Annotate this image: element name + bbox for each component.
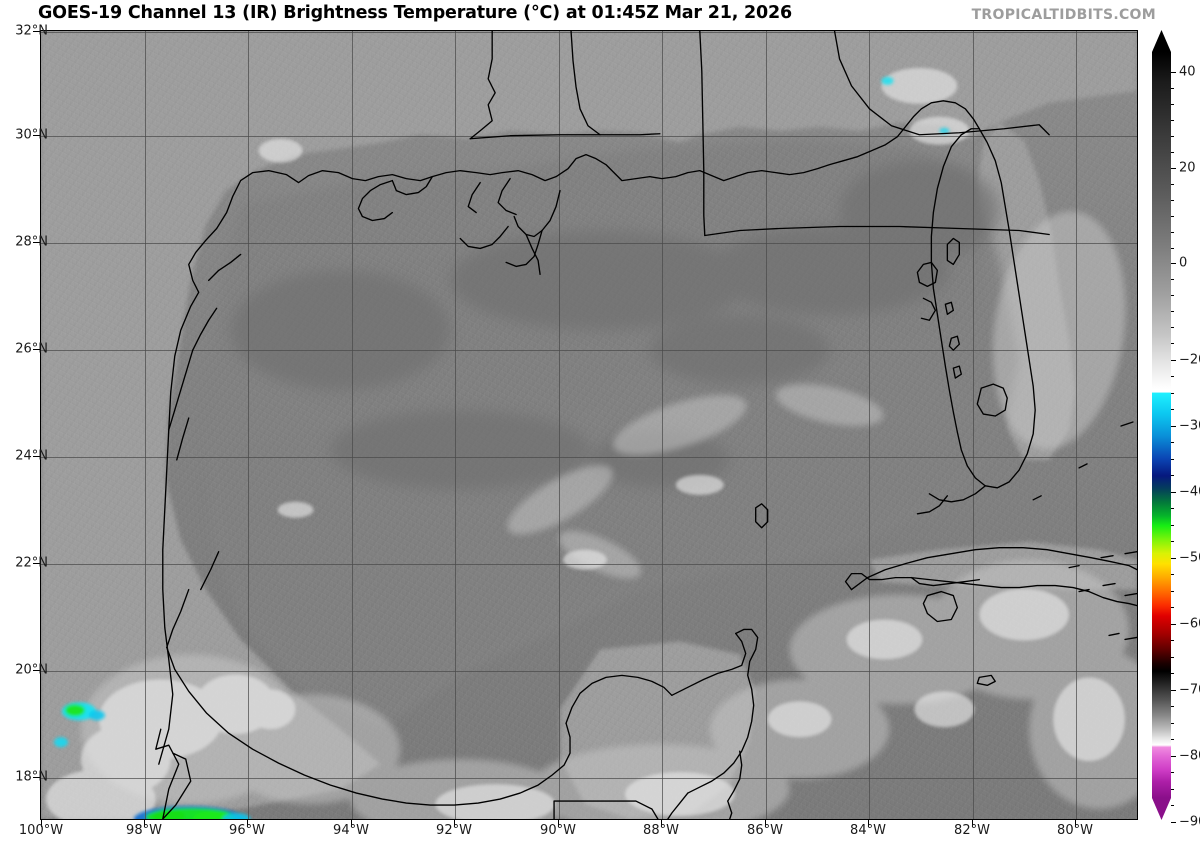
colorbar-label-minus40: −40 <box>1179 484 1200 500</box>
lat-label-18n: 18°N <box>15 769 48 785</box>
lon-label-80w: 80°W <box>1057 823 1093 838</box>
lon-label-84w: 84°W <box>850 823 886 838</box>
lat-label-32n: 32°N <box>15 23 48 39</box>
lat-label-30n: 30°N <box>15 127 48 143</box>
map-canvas[interactable] <box>40 30 1138 820</box>
lon-label-94w: 94°W <box>333 823 369 838</box>
cloud-field-layer <box>41 31 1137 819</box>
colorbar[interactable]: 40 20 0 −20 −30 −40 −50 −60 −70 −80 −90 <box>1152 30 1200 830</box>
colorbar-label-minus70: −70 <box>1179 682 1200 698</box>
lon-label-88w: 88°W <box>643 823 679 838</box>
colorbar-label-20: 20 <box>1179 160 1196 176</box>
lat-label-26n: 26°N <box>15 341 48 357</box>
coastline-overlay <box>41 31 1137 819</box>
lat-label-24n: 24°N <box>15 448 48 464</box>
cold-cloud-tops <box>53 76 950 819</box>
colorbar-extend-max-arrow <box>1152 30 1171 52</box>
watermark: TROPICALTIDBITS.COM <box>971 7 1156 23</box>
colorbar-label-40: 40 <box>1179 64 1196 80</box>
colorbar-extend-min-arrow <box>1152 798 1171 820</box>
colorbar-label-0: 0 <box>1179 255 1188 271</box>
lon-label-92w: 92°W <box>436 823 472 838</box>
colorbar-label-minus80: −80 <box>1179 748 1200 764</box>
page-title: GOES-19 Channel 13 (IR) Brightness Tempe… <box>38 3 792 23</box>
lat-label-20n: 20°N <box>15 662 48 678</box>
colorbar-label-minus60: −60 <box>1179 616 1200 632</box>
lon-label-86w: 86°W <box>747 823 783 838</box>
map-inner <box>41 31 1137 819</box>
lon-label-100w: 100°W <box>18 823 64 838</box>
colorbar-label-minus30: −30 <box>1179 418 1200 434</box>
colorbar-gradient <box>1152 52 1171 798</box>
lon-label-82w: 82°W <box>954 823 990 838</box>
lon-label-96w: 96°W <box>229 823 265 838</box>
colorbar-label-minus20: −20 <box>1179 352 1200 368</box>
lat-label-22n: 22°N <box>15 555 48 571</box>
lon-label-98w: 98°W <box>126 823 162 838</box>
colorbar-label-minus50: −50 <box>1179 550 1200 566</box>
lon-label-90w: 90°W <box>540 823 576 838</box>
colorbar-label-minus90: −90 <box>1179 814 1200 830</box>
lat-label-28n: 28°N <box>15 234 48 250</box>
